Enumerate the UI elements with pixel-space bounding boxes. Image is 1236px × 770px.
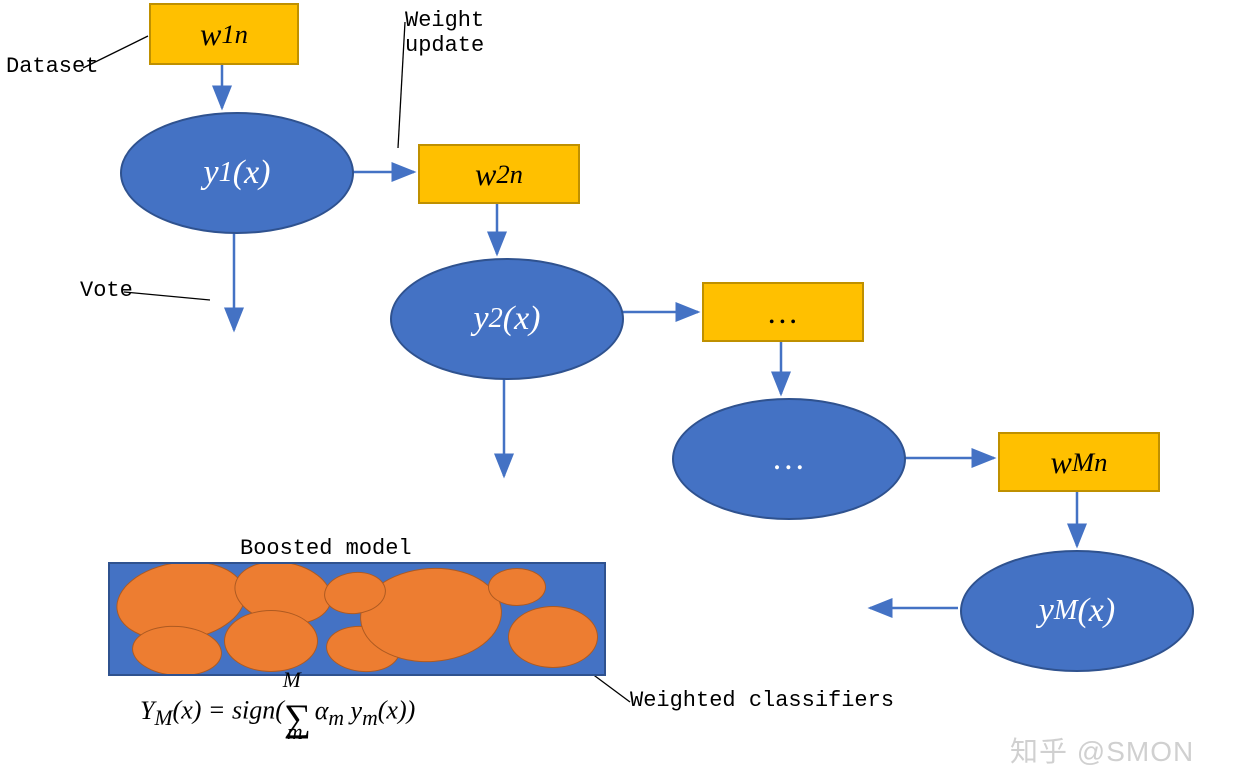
label-dataset: Dataset (6, 54, 98, 79)
boosted-model-box (108, 562, 606, 676)
classifier-blob (508, 606, 598, 668)
leader-line (398, 22, 405, 148)
weight-box-wM: wMn (998, 432, 1160, 492)
classifier-blob (488, 568, 546, 606)
weight-box-w2: w2n (418, 144, 580, 204)
label-weighted: Weighted classifiers (630, 688, 894, 713)
weight-box-w1: w1n (149, 3, 299, 65)
classifier-ellipse-y2: y2(x) (390, 258, 624, 380)
weight-box-w3: … (702, 282, 864, 342)
output-formula: YM(x) = sign(∑mMαm ym(x)) (140, 690, 415, 741)
label-weightupd: Weight update (405, 8, 484, 58)
classifier-blob (224, 610, 318, 672)
classifier-ellipse-y1: y1(x) (120, 112, 354, 234)
label-boosted: Boosted model (240, 536, 412, 561)
classifier-ellipse-y3: … (672, 398, 906, 520)
leader-line (124, 292, 210, 300)
classifier-ellipse-yM: yM(x) (960, 550, 1194, 672)
label-vote: Vote (80, 278, 133, 303)
watermark: 知乎 @SMON (1010, 730, 1194, 770)
